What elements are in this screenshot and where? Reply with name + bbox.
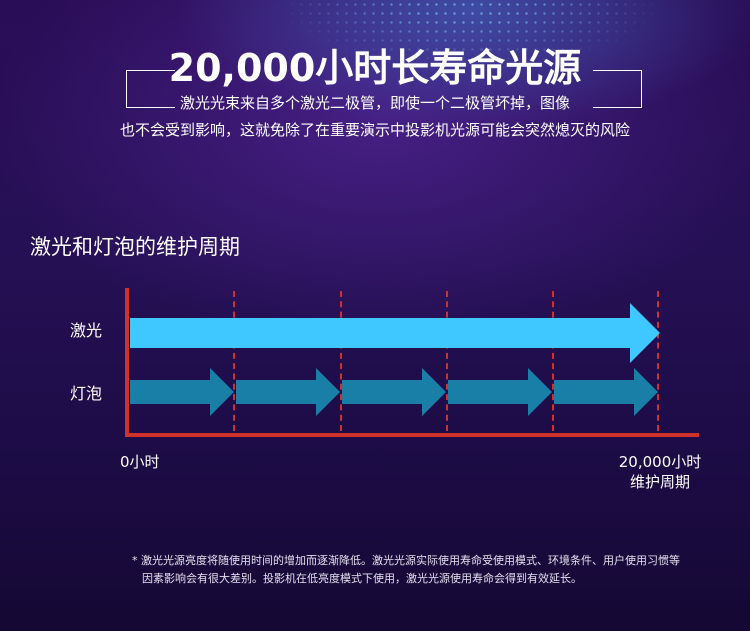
cycle-divider-2: [340, 291, 342, 431]
bulb-cycle-arrow-4: [448, 368, 552, 416]
y-axis-line: [125, 288, 129, 437]
footnote: * 激光光源亮度将随使用时间的增加而逐渐降低。激光光源实际使用寿命受使用模式、环…: [132, 552, 680, 588]
laser-lifetime-arrow: [130, 303, 660, 363]
row-label-laser: 激光: [70, 321, 103, 340]
footnote-line-2: 因素影响会有很大差别。投影机在低亮度模式下使用，激光光源使用寿命会得到有效延长。: [142, 572, 582, 585]
footnote-line-1: * 激光光源亮度将随使用时间的增加而逐渐降低。激光光源实际使用寿命受使用模式、环…: [132, 554, 680, 567]
title-frame-left: [126, 70, 175, 108]
subtitle-line-2: 也不会受到影响，这就免除了在重要演示中投影机光源可能会突然熄灭的风险: [119, 121, 630, 139]
bulb-cycle-arrow-2: [236, 368, 340, 416]
axis-start-label: 0小时: [120, 453, 160, 471]
bulb-cycle-arrow-3: [342, 368, 446, 416]
page-title: 20,000小时长寿命光源: [168, 46, 582, 90]
cycle-divider-4: [552, 291, 554, 431]
cycle-divider-5: [657, 291, 659, 431]
x-axis-line: [125, 433, 699, 437]
title-frame-right: [593, 70, 642, 108]
bulb-cycle-arrow-1: [130, 368, 234, 416]
section-title: 激光和灯泡的维护周期: [30, 235, 240, 259]
decorative-dot-pattern: [180, 0, 660, 120]
cycle-divider-3: [446, 291, 448, 431]
cycle-divider-1: [233, 291, 235, 431]
bulb-cycle-arrow-5: [554, 368, 658, 416]
row-label-bulb: 灯泡: [70, 384, 103, 403]
axis-end-label: 20,000小时: [618, 453, 702, 471]
axis-end-sublabel: 维护周期: [629, 473, 690, 491]
subtitle-line-1: 激光光束来自多个激光二极管，即使一个二极管坏掉，图像: [179, 94, 570, 112]
